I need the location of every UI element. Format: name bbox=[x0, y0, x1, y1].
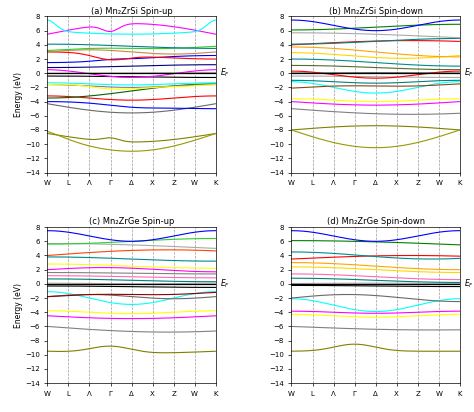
Title: (d) Mn₂ZrGe Spin-down: (d) Mn₂ZrGe Spin-down bbox=[327, 218, 425, 226]
Y-axis label: Energy (eV): Energy (eV) bbox=[15, 72, 24, 117]
Text: E$_F$: E$_F$ bbox=[220, 67, 230, 80]
Text: E$_F$: E$_F$ bbox=[220, 278, 230, 290]
Text: E$_F$: E$_F$ bbox=[464, 67, 474, 80]
Title: (a) Mn₂ZrSi Spin-up: (a) Mn₂ZrSi Spin-up bbox=[91, 7, 173, 16]
Title: (b) Mn₂ZrSi Spin-down: (b) Mn₂ZrSi Spin-down bbox=[328, 7, 423, 16]
Y-axis label: Energy (eV): Energy (eV) bbox=[15, 283, 24, 328]
Title: (c) Mn₂ZrGe Spin-up: (c) Mn₂ZrGe Spin-up bbox=[89, 218, 174, 226]
Text: E$_F$: E$_F$ bbox=[464, 278, 474, 290]
